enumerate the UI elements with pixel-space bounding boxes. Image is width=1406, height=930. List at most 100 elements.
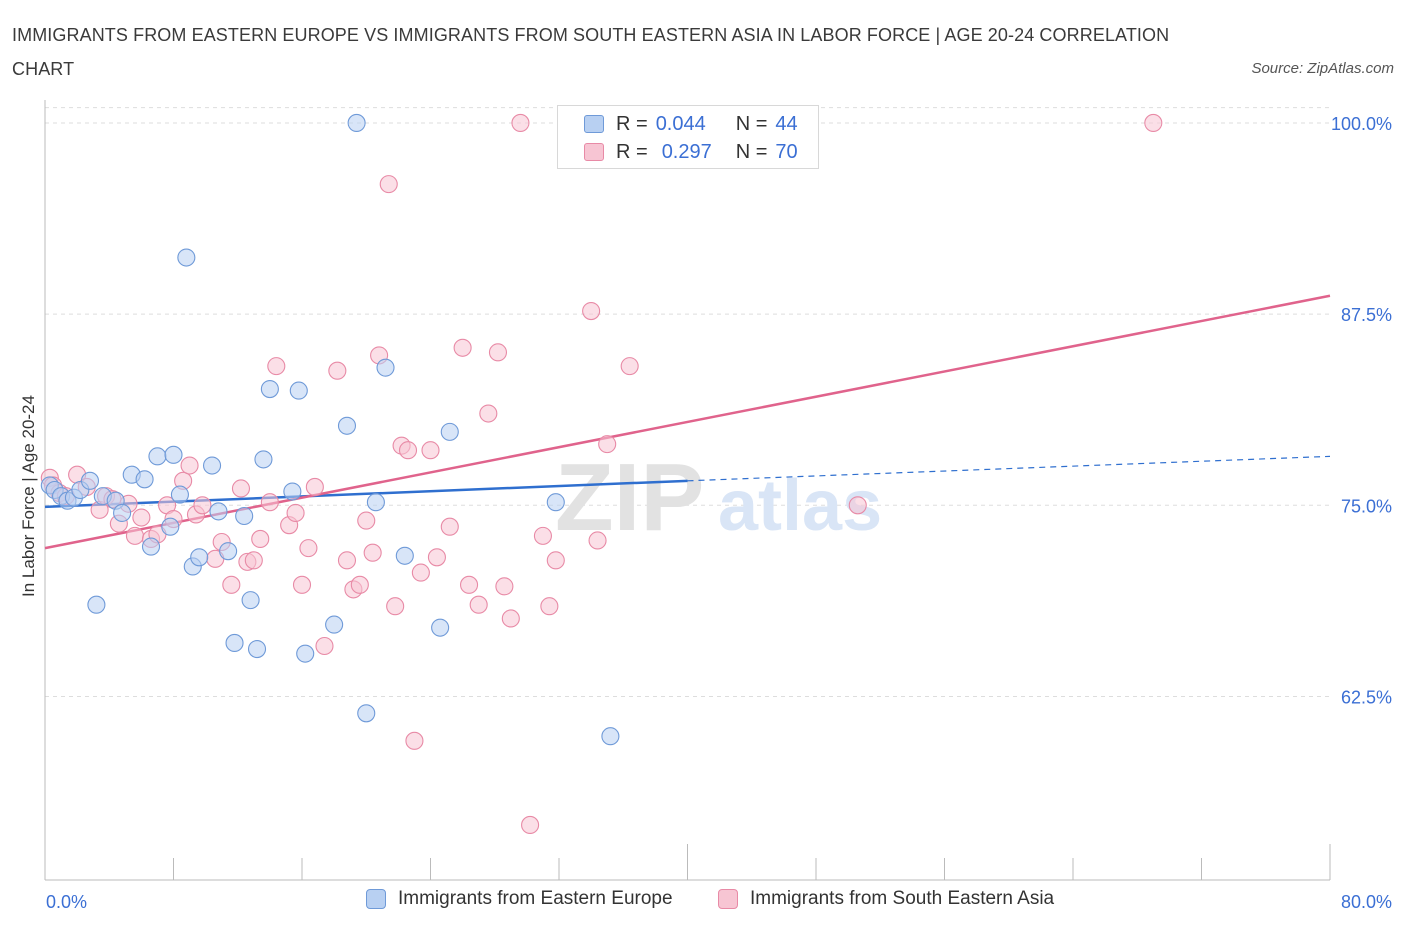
point-south-eastern-asia (292, 575, 312, 594)
x-tick-label: 80.0% (1341, 892, 1392, 912)
point-south-eastern-asia (299, 539, 318, 558)
point-south-eastern-asia (315, 636, 334, 656)
point-south-eastern-asia (533, 526, 552, 545)
point-south-eastern-asia (286, 503, 305, 522)
point-eastern-europe (225, 633, 244, 652)
point-south-eastern-asia (357, 511, 376, 530)
point-eastern-europe (203, 456, 222, 475)
point-eastern-europe (366, 493, 385, 512)
point-south-eastern-asia (1144, 113, 1163, 132)
point-eastern-europe (289, 381, 308, 400)
point-eastern-europe (241, 591, 260, 610)
y-tick-label: 75.0% (1341, 496, 1392, 516)
point-south-eastern-asia (459, 575, 479, 594)
point-south-eastern-asia (588, 531, 607, 550)
point-south-eastern-asia (231, 479, 251, 498)
point-south-eastern-asia (251, 529, 270, 548)
legend-item-eastern-europe[interactable]: Immigrants from Eastern Europe (366, 888, 673, 910)
point-eastern-europe (164, 445, 183, 464)
point-eastern-europe (87, 595, 106, 614)
point-south-eastern-asia (337, 551, 357, 570)
point-south-eastern-asia (479, 404, 498, 423)
point-eastern-europe (440, 422, 459, 441)
y-tick-label: 87.5% (1341, 305, 1392, 325)
y-tick-label: 62.5% (1341, 687, 1392, 707)
y-axis-label: In Labor Force | Age 20-24 (19, 395, 38, 597)
point-eastern-europe (113, 503, 132, 522)
x-tick-label: 0.0% (46, 892, 87, 912)
blue-n-label: N = (735, 112, 768, 135)
point-south-eastern-asia (411, 563, 430, 582)
point-south-eastern-asia (386, 597, 405, 616)
point-south-eastern-asia (488, 343, 508, 362)
pink-n-label: N = (735, 140, 768, 163)
point-south-eastern-asia (132, 508, 151, 527)
series-blue-points (40, 113, 620, 746)
point-south-eastern-asia (193, 496, 212, 515)
point-south-eastern-asia (244, 551, 263, 570)
stats-legend: R = 0.044 N = 44 R = 0.297 N = 70 (557, 105, 819, 169)
trend-line-south-eastern-asia (44, 294, 1331, 550)
point-south-eastern-asia (598, 435, 617, 454)
point-eastern-europe (209, 502, 228, 521)
legend-item-south-eastern-asia[interactable]: Immigrants from South Eastern Asia (718, 888, 1054, 910)
point-south-eastern-asia (405, 731, 424, 750)
source-label: Source: ZipAtlas.com (1251, 60, 1394, 77)
pink-r-value: 0.297 (661, 140, 712, 163)
watermark-zip: ZIP (555, 444, 704, 551)
legend-label-south-eastern-asia: Immigrants from South Eastern Asia (750, 888, 1055, 909)
trend-lines (44, 294, 1331, 550)
point-south-eastern-asia (501, 609, 520, 628)
stats-legend-pink-row: R = 0.297 N = 70 (584, 140, 798, 164)
point-south-eastern-asia (521, 815, 540, 834)
point-eastern-europe (254, 450, 273, 469)
point-south-eastern-asia (267, 357, 286, 376)
point-eastern-europe (141, 537, 161, 556)
legend-swatch-blue (366, 889, 386, 909)
blue-n-value: 44 (775, 112, 798, 135)
point-south-eastern-asia (180, 456, 199, 475)
point-eastern-europe (337, 416, 357, 435)
point-south-eastern-asia (363, 543, 382, 562)
trend-line-eastern-europe-extension (687, 455, 1331, 482)
y-tick-label: 100.0% (1331, 114, 1392, 134)
point-eastern-europe (190, 548, 209, 567)
point-eastern-europe (161, 517, 180, 536)
point-south-eastern-asia (260, 493, 279, 512)
point-south-eastern-asia (427, 548, 446, 567)
series-legend: Immigrants from Eastern Europe Immigrant… (0, 888, 1406, 918)
point-south-eastern-asia (305, 477, 324, 496)
legend-label-eastern-europe: Immigrants from Eastern Europe (398, 888, 673, 909)
blue-swatch (584, 115, 604, 133)
point-eastern-europe (148, 447, 167, 466)
legend-swatch-pink (718, 889, 738, 909)
point-eastern-europe (431, 618, 450, 637)
point-south-eastern-asia (440, 517, 459, 536)
point-south-eastern-asia (398, 441, 418, 460)
point-south-eastern-asia (350, 575, 369, 594)
trend-line-eastern-europe (44, 479, 688, 509)
point-south-eastern-asia (540, 597, 559, 616)
point-eastern-europe (357, 704, 376, 723)
point-eastern-europe (135, 470, 154, 489)
point-eastern-europe (260, 380, 279, 399)
point-eastern-europe (283, 482, 302, 501)
point-south-eastern-asia (453, 338, 472, 357)
blue-r-value: 0.044 (655, 112, 706, 135)
point-eastern-europe (177, 248, 196, 267)
point-eastern-europe (395, 546, 414, 565)
point-south-eastern-asia (421, 441, 440, 460)
point-eastern-europe (80, 471, 100, 490)
tick-labels: 62.5% 75.0% 87.5% 100.0% 0.0% 80.0% (46, 114, 1392, 912)
point-eastern-europe (546, 493, 565, 512)
point-eastern-europe (170, 485, 189, 504)
grid-lines (45, 107, 1330, 697)
point-eastern-europe (376, 358, 395, 377)
axes (44, 100, 1331, 881)
pink-r-label: R = (616, 140, 648, 163)
point-eastern-europe (325, 615, 344, 634)
point-eastern-europe (219, 542, 238, 561)
chart-title: IMMIGRANTS FROM EASTERN EUROPE VS IMMIGR… (12, 25, 1170, 79)
point-south-eastern-asia (222, 575, 241, 594)
